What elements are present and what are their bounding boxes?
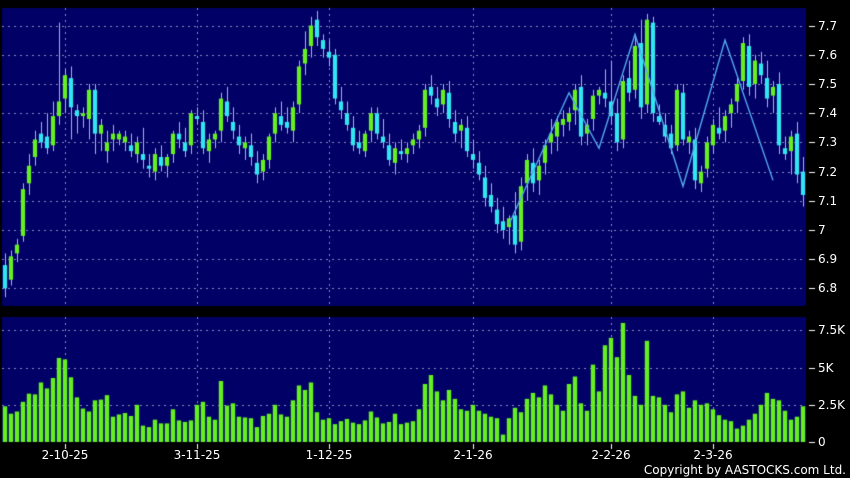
copyright-notice: Copyright by AASTOCKS.com Ltd. (643, 463, 846, 477)
